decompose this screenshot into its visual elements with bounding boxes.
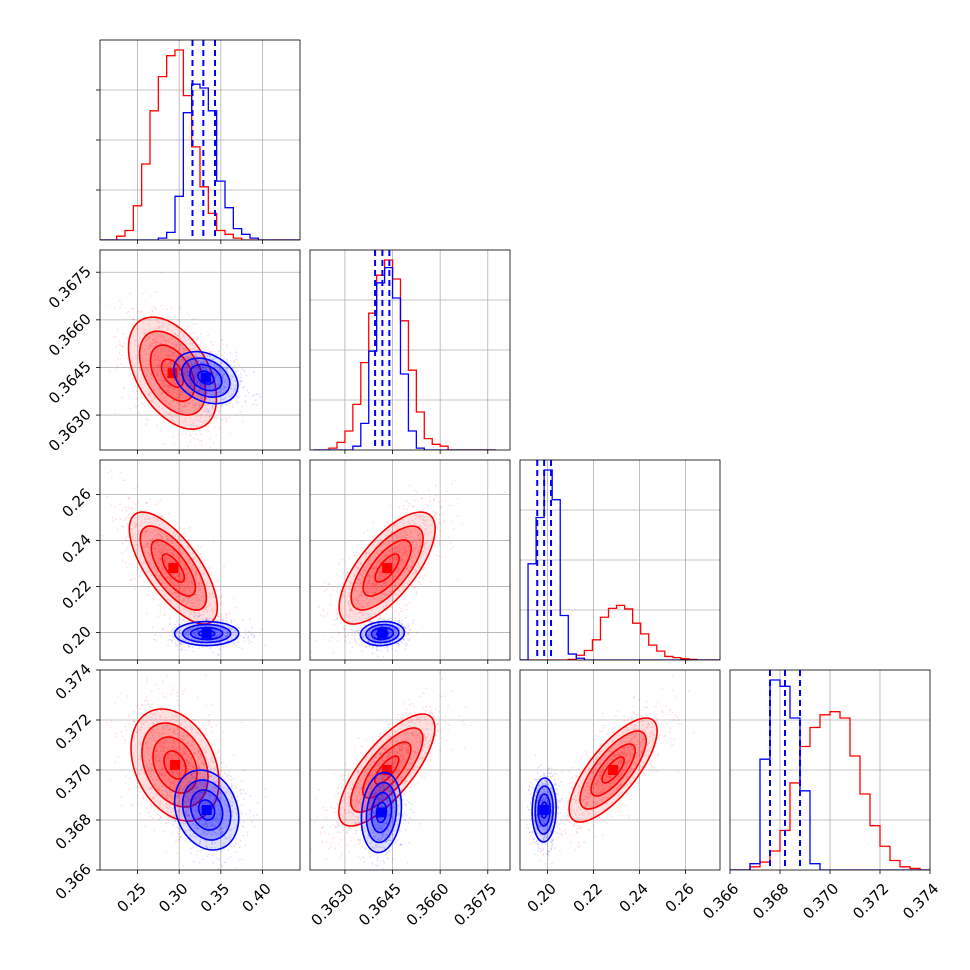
panel-content — [310, 671, 472, 870]
x-tick-label: 0.3630 — [307, 880, 357, 930]
y-tick-label: 0.366 — [52, 860, 95, 903]
y-tick-label: 0.3675 — [45, 262, 95, 312]
panel-frame — [99, 459, 301, 661]
blue-density-peak — [377, 628, 388, 639]
histogram-panel-p4: 0.366 0.368 0.370 0.372 0.374 — [699, 669, 942, 923]
scatter-panel-p3-p4: 0.20 0.22 0.24 0.26 — [519, 669, 721, 916]
x-tick-label: 0.3660 — [403, 880, 453, 930]
red-histogram-line — [313, 259, 496, 450]
y-tick-label: 0.3660 — [45, 310, 95, 360]
blue-density-peak — [376, 807, 387, 818]
panel-frame — [519, 459, 721, 661]
blue-histogram-line — [100, 83, 300, 240]
red-density-peak — [168, 563, 179, 574]
scatter-panel-p1-p4: 0.25 0.30 0.35 0.40 0.366 0.368 0.370 0.372 0.37… — [52, 660, 301, 916]
y-tick-label: 0.372 — [52, 710, 95, 753]
red-density-peak — [167, 368, 178, 379]
y-tick-label: 0.3630 — [45, 405, 95, 455]
panel-frame — [309, 459, 511, 661]
blue-histogram-line — [313, 266, 496, 450]
red-density-peak — [382, 563, 393, 574]
x-tick-label: 0.24 — [616, 880, 652, 916]
y-tick-label: 0.3645 — [45, 358, 95, 408]
x-tick-label: 0.26 — [662, 880, 698, 916]
panel-content — [520, 460, 720, 660]
y-tick-label: 0.24 — [58, 531, 94, 567]
histogram-panel-p1 — [96, 39, 301, 244]
x-tick-label: 0.3675 — [450, 880, 500, 930]
y-tick-label: 0.374 — [52, 660, 95, 703]
y-tick-label: 0.22 — [58, 577, 94, 613]
histogram-panel-p3 — [519, 459, 721, 664]
panel-frame — [309, 669, 511, 871]
panel-content — [100, 40, 300, 240]
x-tick-label: 0.25 — [114, 880, 150, 916]
y-tick-label: 0.20 — [58, 623, 94, 659]
x-tick-label: 0.370 — [799, 880, 842, 923]
x-tick-label: 0.366 — [699, 880, 742, 923]
blue-density-peak — [201, 628, 212, 639]
panel-content — [310, 250, 510, 450]
red-density-peak — [170, 760, 180, 770]
x-tick-label: 0.3645 — [355, 880, 405, 930]
panel-content — [525, 674, 695, 865]
blue-density-peak — [539, 805, 550, 815]
x-tick-label: 0.35 — [197, 880, 233, 916]
y-tick-label: 0.368 — [52, 810, 95, 853]
panel-frame — [309, 249, 511, 451]
panel-frame — [99, 249, 301, 451]
panel-content — [100, 674, 267, 870]
scatter-panel-p1-p3: 0.20 0.22 0.24 0.26 — [58, 459, 301, 664]
panel-background — [310, 460, 510, 660]
blue-density-peak — [201, 805, 212, 815]
red-histogram-line — [520, 604, 720, 660]
x-tick-label: 0.22 — [570, 880, 606, 916]
blue-histogram-line — [730, 679, 930, 870]
panel-content — [310, 479, 507, 659]
x-tick-label: 0.368 — [749, 880, 792, 923]
y-tick-label: 0.26 — [58, 485, 94, 521]
histogram-panel-p2 — [309, 249, 511, 454]
x-tick-label: 0.372 — [849, 880, 892, 923]
red-histogram-line — [730, 711, 930, 870]
panel-content — [730, 670, 930, 870]
y-tick-label: 0.370 — [52, 760, 95, 803]
panel-content — [100, 271, 262, 449]
x-tick-label: 0.30 — [155, 880, 191, 916]
x-tick-label: 0.20 — [524, 880, 560, 916]
red-density-peak — [381, 765, 392, 775]
blue-density-peak — [200, 372, 211, 383]
panel-frame — [519, 669, 721, 871]
panel-content — [101, 469, 267, 657]
red-density-peak — [608, 765, 619, 775]
x-tick-label: 0.374 — [899, 880, 942, 923]
x-tick-label: 0.40 — [239, 880, 275, 916]
scatter-panel-p2-p3 — [309, 459, 511, 664]
